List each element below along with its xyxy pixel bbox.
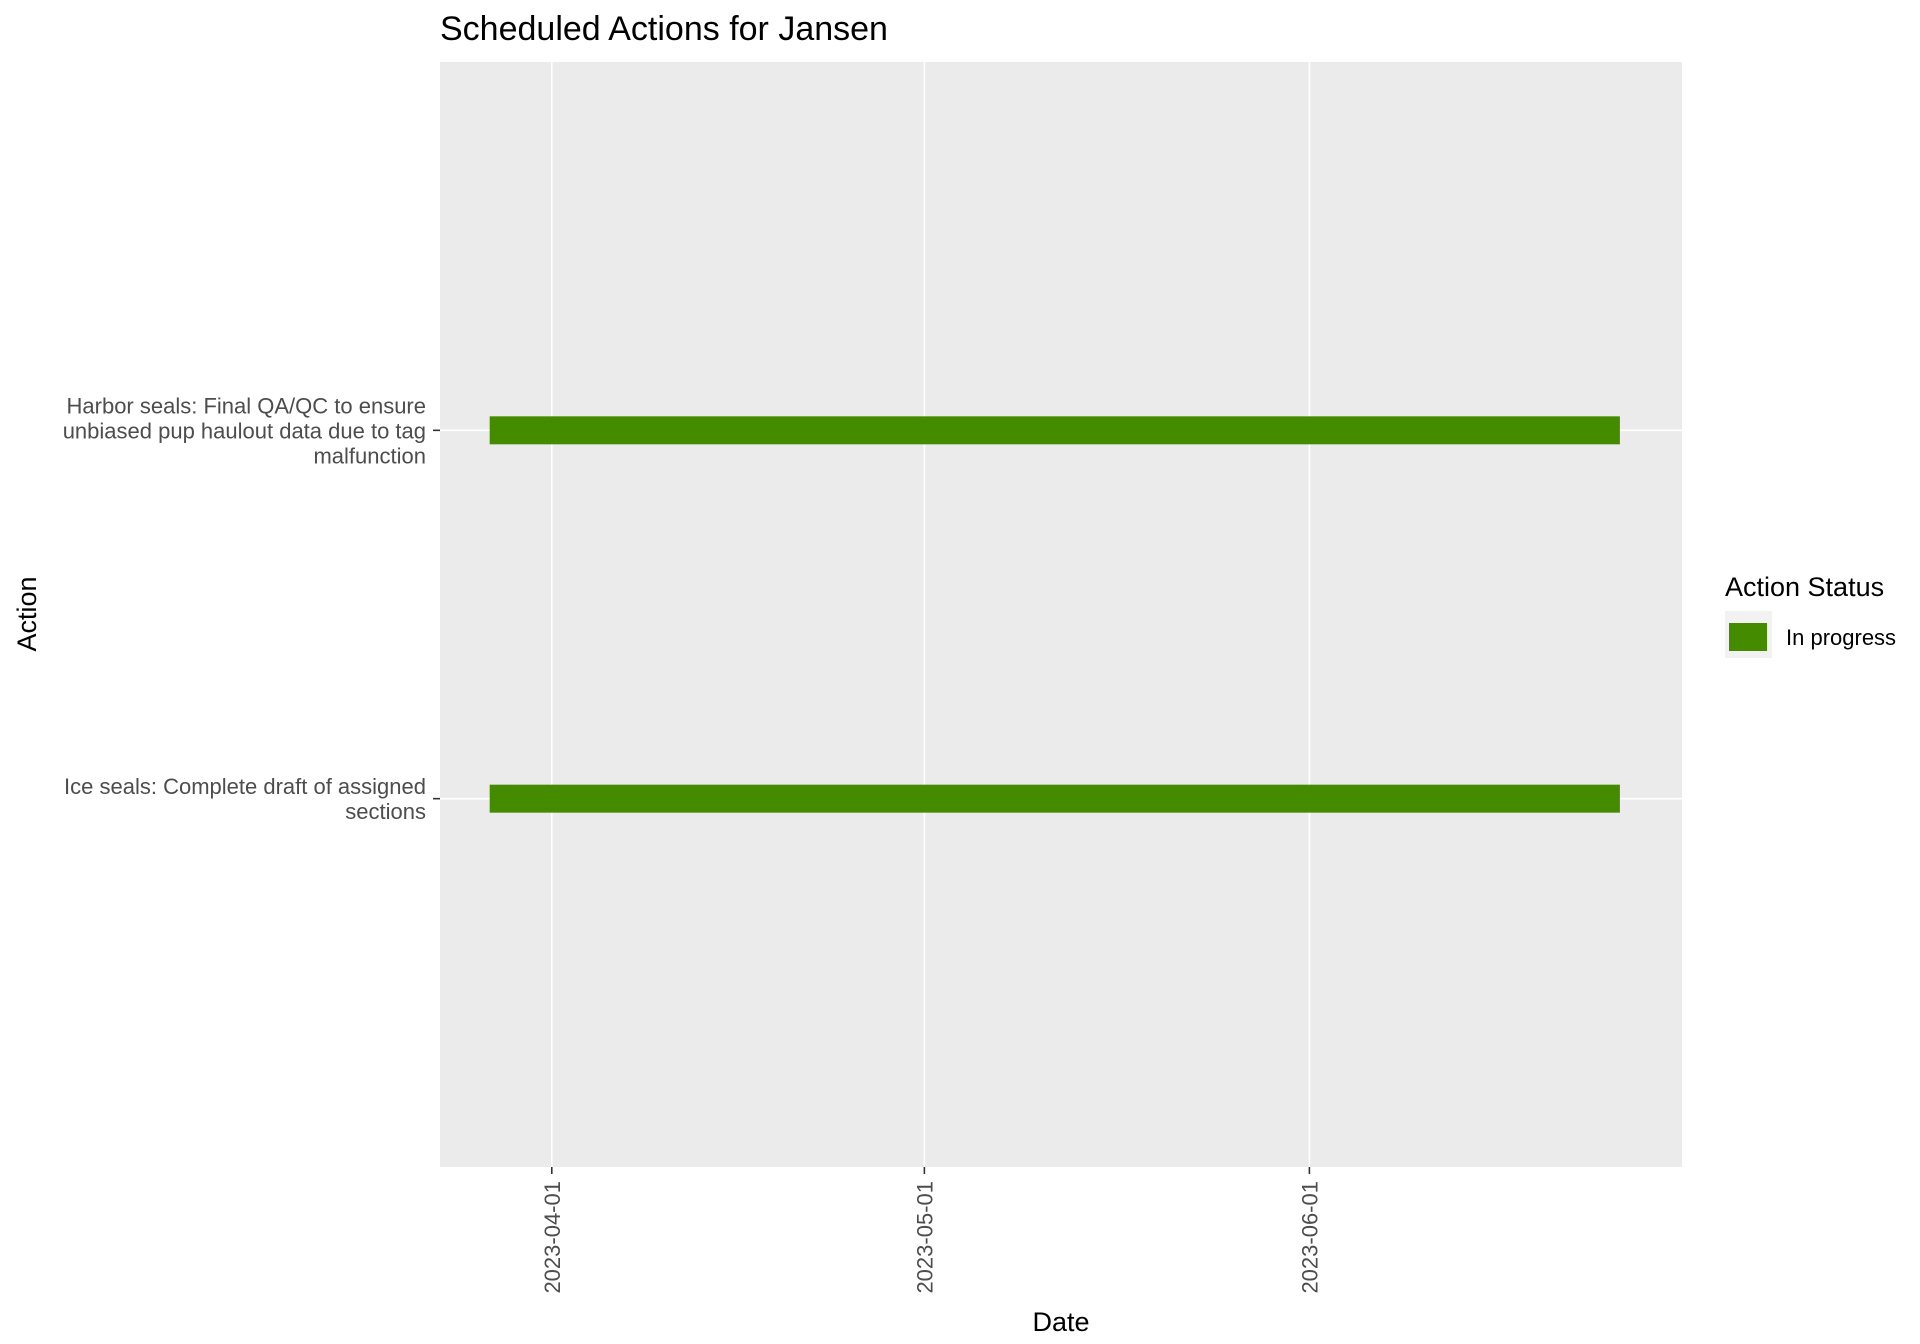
legend-title: Action Status [1725,572,1884,602]
x-tick-label: 2023-06-01 [1297,1181,1322,1294]
y-tick-label: Ice seals: Complete draft of assigned sec… [64,774,426,824]
x-axis: 2023-04-01 2023-05-01 2023-06-01 [540,1167,1322,1294]
y-tick-label-line: Harbor seals: Final QA/QC to ensure [67,393,426,418]
legend-swatch-in-progress [1729,623,1767,651]
legend: Action Status In progress [1725,572,1896,658]
task-bar [489,416,1620,445]
legend-label-in-progress: In progress [1786,625,1896,650]
plot-panel [440,62,1682,1167]
task-bar [489,784,1620,813]
y-tick-label-line: sections [345,799,426,824]
x-axis-title: Date [1032,1307,1089,1337]
y-tick-label-line: Ice seals: Complete draft of assigned [64,774,426,799]
y-tick-label-line: unbiased pup haulout data due to tag [63,418,426,443]
x-tick-label: 2023-04-01 [540,1181,565,1294]
x-tick-label: 2023-05-01 [912,1181,937,1294]
y-axis: Ice seals: Complete draft of assigned sec… [63,393,440,824]
chart-title: Scheduled Actions for Jansen [440,10,888,48]
y-tick-label: Harbor seals: Final QA/QC to ensure unbia… [63,393,426,468]
task-bars [489,416,1620,813]
y-tick-label-line: malfunction [313,443,426,468]
y-axis-title: Action [12,576,42,651]
